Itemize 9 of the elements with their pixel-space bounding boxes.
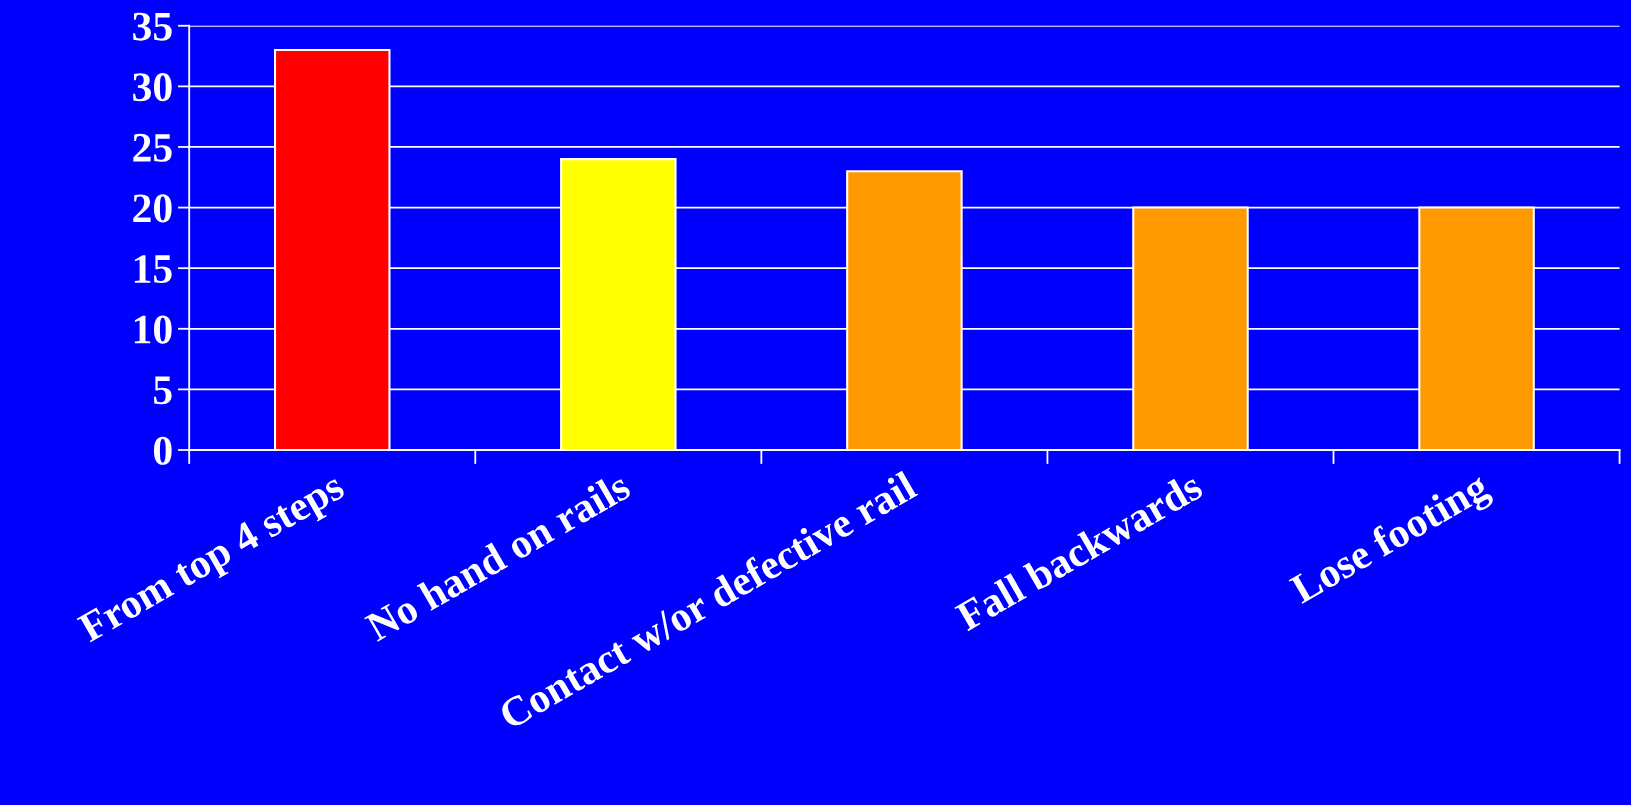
y-tick-label: 25	[133, 133, 172, 162]
y-tick-label: 10	[134, 315, 172, 344]
y-tick-label: 30	[133, 73, 172, 102]
y-tick-label: 35	[133, 12, 172, 41]
y-tick-label: 15	[134, 255, 172, 284]
x-tick-label: From top 4 steps	[76, 471, 351, 651]
y-tick-label: 0	[153, 436, 172, 465]
y-tick-label: 5	[154, 376, 172, 405]
y-tick-label: 20	[133, 194, 172, 223]
